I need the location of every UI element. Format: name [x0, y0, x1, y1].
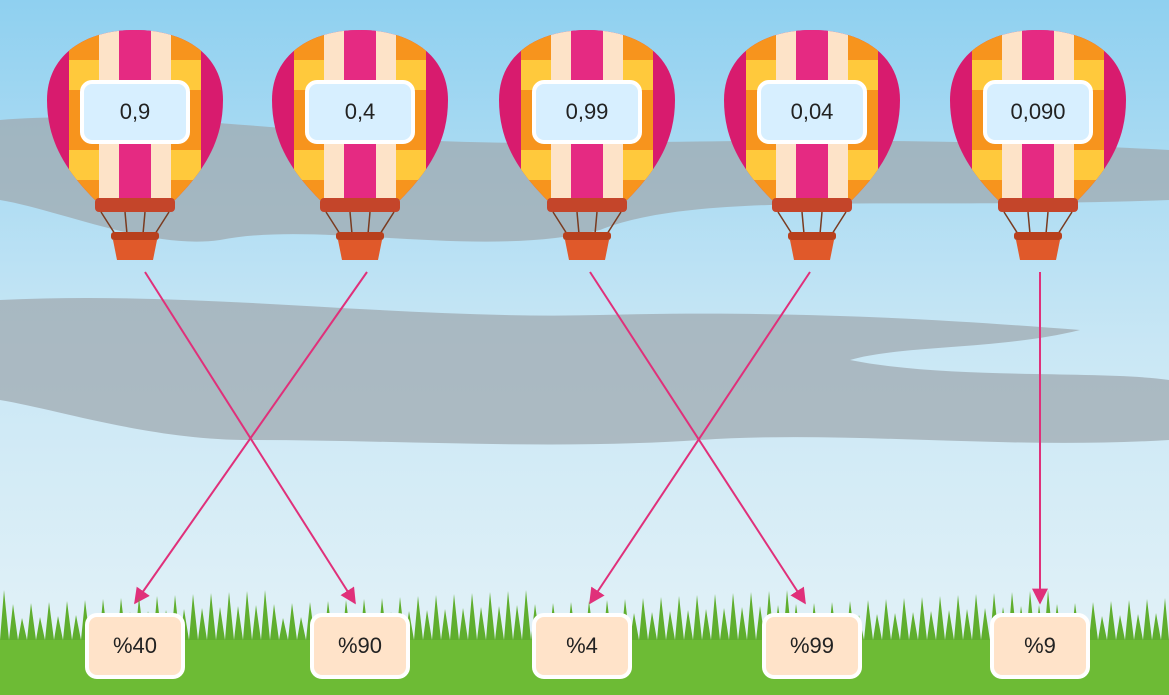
target[interactable]: %4 — [534, 615, 630, 677]
target[interactable]: %90 — [312, 615, 408, 677]
target-label: %40 — [113, 633, 157, 658]
target[interactable]: %9 — [992, 615, 1088, 677]
target-label: %4 — [566, 633, 598, 658]
target[interactable]: %40 — [87, 615, 183, 677]
value-label: 0,99 — [566, 99, 609, 124]
value-label: 0,4 — [345, 99, 376, 124]
target-label: %9 — [1024, 633, 1056, 658]
target[interactable]: %99 — [764, 615, 860, 677]
game-scene: 0,9 0,4 0,99 0,04 0,090 %40 %90 %4 %99 %9 — [0, 0, 1169, 695]
value-label: 0,04 — [791, 99, 834, 124]
target-label: %90 — [338, 633, 382, 658]
value-label: 0,9 — [120, 99, 151, 124]
value-label: 0,090 — [1010, 99, 1065, 124]
target-label: %99 — [790, 633, 834, 658]
